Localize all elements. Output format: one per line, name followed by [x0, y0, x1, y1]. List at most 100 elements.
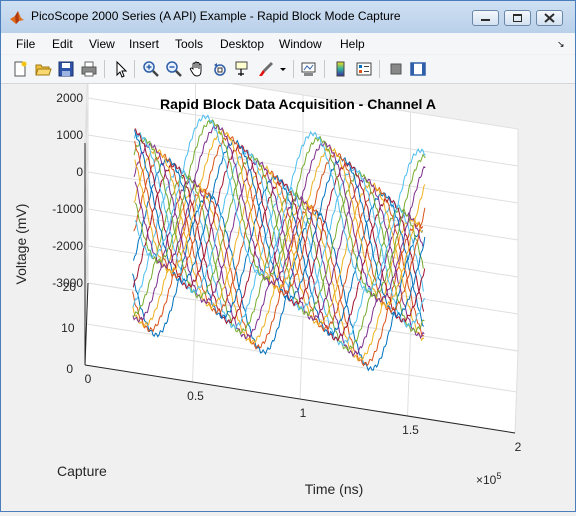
- x-tick-label: 1: [300, 406, 307, 420]
- x-tick-label: 0.5: [187, 389, 204, 403]
- insert-colorbar-icon: [336, 61, 345, 77]
- toolbar-separator: [104, 60, 105, 78]
- z-grid-line: [87, 208, 519, 278]
- series-line-capture-19: [134, 118, 426, 298]
- edit-plot-button[interactable]: [111, 59, 131, 79]
- x-axis-line: [84, 364, 516, 434]
- x-tick-label: 2: [515, 440, 522, 454]
- series-line-capture-2: [132, 187, 424, 367]
- x-axis-label: Time (ns): [305, 481, 364, 497]
- z-tick-label: 2000: [56, 91, 83, 105]
- x-exponent-power: 5: [496, 471, 501, 481]
- brush-button[interactable]: [256, 59, 276, 79]
- x-exponent-label: ×105: [476, 471, 501, 487]
- y-tick-label: 20: [63, 280, 77, 294]
- toolbar-separator: [324, 60, 325, 78]
- series-line-capture-11: [133, 142, 425, 340]
- x-tick-label: 1.5: [402, 423, 419, 437]
- maximize-icon: [513, 14, 522, 22]
- minimize-icon: [481, 19, 490, 21]
- z-tick-label: 0: [76, 165, 83, 179]
- zoom-in-icon: [143, 61, 159, 77]
- y-tick-label: 0: [66, 362, 73, 376]
- axes-3d[interactable]: 00.511.52010203000200010000-1000-2000-30…: [1, 54, 575, 511]
- window-title: PicoScope 2000 Series (A API) Example - …: [31, 9, 401, 23]
- pan-button[interactable]: [187, 59, 207, 79]
- save-icon: [58, 61, 74, 77]
- z-tick-label: -2000: [52, 239, 83, 253]
- print-button[interactable]: [79, 59, 99, 79]
- insert-colorbar-button[interactable]: [331, 59, 351, 79]
- z-grid-line: [87, 245, 519, 315]
- maximize-button[interactable]: [504, 10, 531, 26]
- series-line-capture-20: [134, 114, 426, 293]
- menu-help[interactable]: Help: [340, 37, 365, 51]
- show-plot-tools-icon: [410, 62, 426, 76]
- z-tick-label: 1000: [56, 128, 83, 142]
- open-file-icon: [35, 64, 52, 76]
- hide-plot-tools-icon: [390, 63, 402, 75]
- z-tick-label: -1000: [52, 202, 83, 216]
- series-line-capture-3: [132, 182, 424, 362]
- link-plot-button[interactable]: [299, 59, 319, 79]
- brush-dropdown-icon: [280, 68, 286, 71]
- pan-hand-icon: [189, 61, 202, 77]
- y-axis-label: Capture: [57, 463, 107, 479]
- figure-canvas[interactable]: 00.511.52010203000200010000-1000-2000-30…: [1, 54, 575, 511]
- print-icon: [81, 61, 97, 77]
- matlab-logo-icon: [10, 11, 24, 24]
- brush-icon: [259, 62, 273, 76]
- insert-legend-icon: [356, 62, 372, 76]
- toolbar-separator: [379, 60, 380, 78]
- title-bar[interactable]: PicoScope 2000 Series (A API) Example - …: [1, 1, 575, 33]
- menu-tools[interactable]: Tools: [175, 37, 204, 51]
- series-line-capture-17: [134, 128, 426, 308]
- close-icon: [544, 13, 555, 23]
- plot-title: Rapid Block Data Acquisition - Channel A: [160, 96, 436, 112]
- series-line-capture-18: [134, 124, 426, 303]
- menu-view[interactable]: View: [89, 37, 115, 51]
- hide-plot-tools-button[interactable]: [386, 59, 406, 79]
- menu-edit[interactable]: Edit: [52, 37, 73, 51]
- toolbar-separator: [293, 60, 294, 78]
- z-axis-label: Voltage (mV): [13, 204, 29, 285]
- series-line-capture-4: [132, 177, 424, 358]
- series-line-capture-10: [133, 146, 425, 342]
- x-tick-label: 0: [85, 372, 92, 386]
- data-cursor-icon: [235, 61, 248, 76]
- menu-bar: File Edit View Insert Tools Desktop Wind…: [1, 33, 575, 54]
- link-plot-icon: [301, 62, 316, 76]
- rotate-3d-button[interactable]: [210, 59, 230, 79]
- zoom-out-button[interactable]: [164, 59, 184, 79]
- minimize-button[interactable]: [472, 10, 499, 26]
- menu-desktop[interactable]: Desktop: [220, 37, 265, 51]
- new-figure-button[interactable]: [10, 59, 30, 79]
- y-tick-label: 10: [61, 321, 75, 335]
- new-figure-icon: [14, 61, 27, 77]
- save-button[interactable]: [56, 59, 76, 79]
- edit-plot-arrow-icon: [116, 60, 128, 78]
- open-file-button[interactable]: [33, 59, 53, 79]
- insert-legend-button[interactable]: [354, 59, 374, 79]
- z-grid-line: [87, 97, 519, 167]
- close-button[interactable]: [536, 10, 563, 26]
- data-cursor-button[interactable]: [233, 59, 253, 79]
- z-tick-label: -3000: [52, 276, 83, 290]
- series-line-capture-8: [133, 157, 425, 337]
- zoom-out-icon: [166, 61, 182, 77]
- toolbar-separator: [134, 60, 135, 78]
- zoom-in-button[interactable]: [141, 59, 161, 79]
- series-line-capture-16: [134, 133, 426, 314]
- menu-file[interactable]: File: [16, 37, 36, 51]
- z-grid-line: [87, 282, 519, 352]
- figure-toolbar: [1, 55, 575, 84]
- series-line-capture-1: [132, 192, 424, 372]
- rotate-3d-icon: [214, 63, 226, 76]
- menu-window[interactable]: Window: [279, 37, 322, 51]
- show-plot-tools-button[interactable]: [408, 59, 428, 79]
- dock-arrow-icon[interactable]: ↘: [557, 39, 565, 49]
- z-grid-line: [87, 134, 519, 204]
- brush-dropdown-button[interactable]: [277, 59, 287, 79]
- menu-insert[interactable]: Insert: [129, 37, 160, 51]
